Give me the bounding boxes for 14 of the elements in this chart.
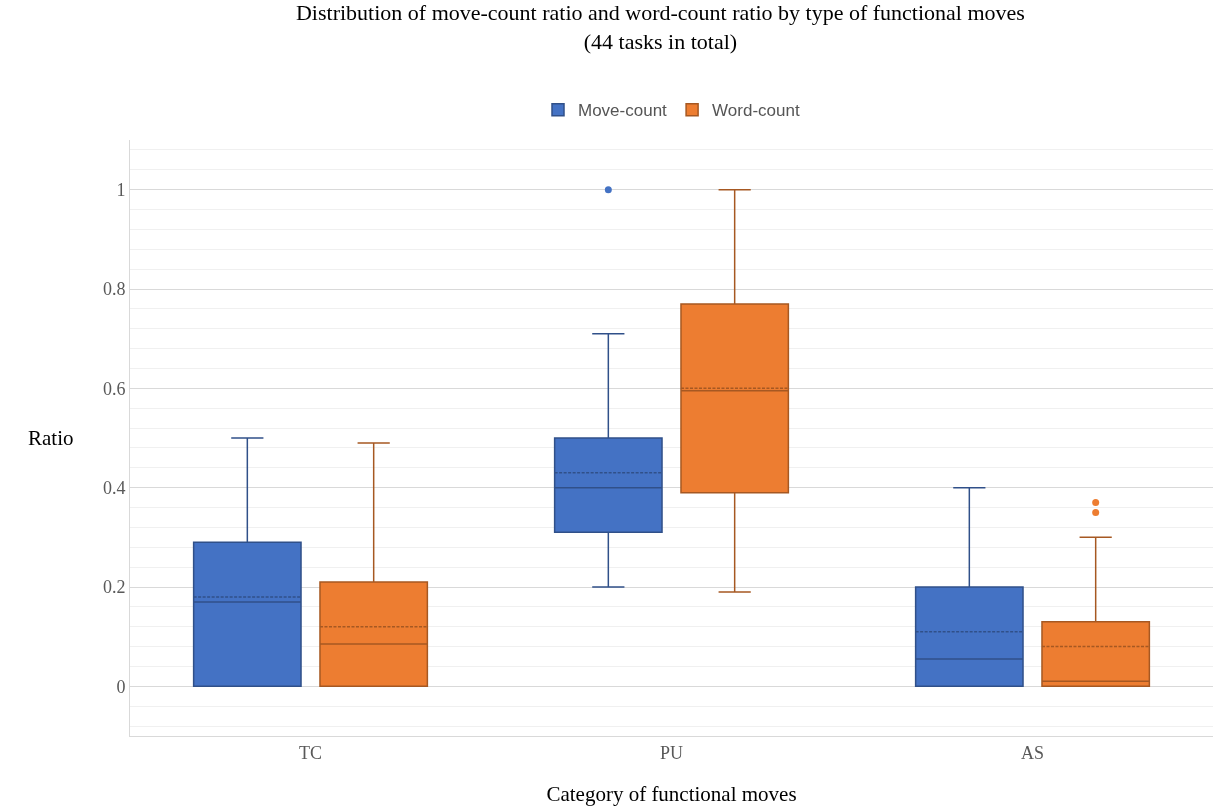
y-tick-label: 0 [116,676,126,697]
y-axis-title: Ratio [28,426,74,450]
x-tick-label: TC [298,742,323,763]
y-tick-label: 0.4 [102,477,126,498]
y-tick-label: 0.6 [102,378,126,399]
y-tick-label: 0.2 [102,577,126,598]
legend-label: Move-count [578,101,668,121]
x-tick-label: AS [1020,742,1045,763]
legend-label: Word-count [712,101,800,121]
x-axis-title: Category of functional moves [546,782,797,806]
y-tick-label: 0.8 [102,279,126,300]
x-tick-label: PU [659,742,684,763]
chart-title: Distribution of move-count ratio and word-count ratio by type of functional moves (44 tasks in total) [295,0,1025,54]
y-tick-label: 1 [116,179,126,200]
